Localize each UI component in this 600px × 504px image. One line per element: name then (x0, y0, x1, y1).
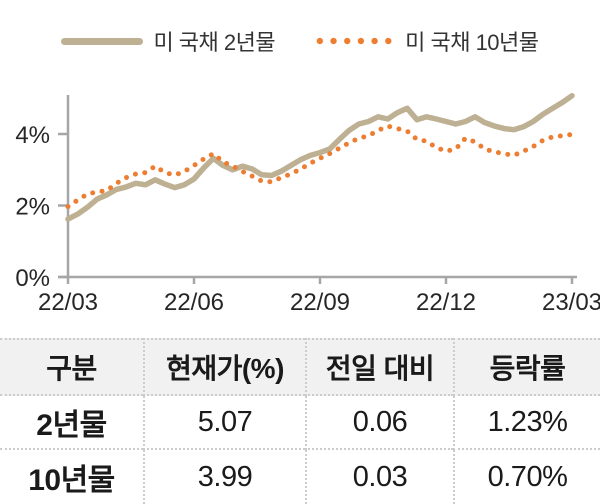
x-tick-label: 22/03 (38, 289, 98, 316)
cell-2y-change-rate: 1.23% (453, 396, 600, 450)
cell-10y-label: 10년물 (28, 464, 115, 497)
x-tick-label: 23/03 (542, 289, 600, 316)
yield-table: 구분 현재가(%) 전일 대비 등락률 2년물 5.07 0.06 1.23% … (0, 338, 600, 504)
table-header-change-rate: 등락률 (453, 338, 600, 396)
cell-2y-day-change: 0.06 (305, 396, 453, 450)
y-tick-label: 0% (15, 265, 50, 292)
yield-line-chart: 0% 2% 4% 22/03 22/06 22/09 22/12 23/03 (15, 92, 600, 316)
legend-item-10y: 미 국채 10년물 (313, 25, 539, 57)
cell-10y-day-change: 0.03 (305, 450, 453, 504)
table-header-day-change: 전일 대비 (305, 338, 453, 396)
table-header-category: 구분 (0, 338, 143, 396)
series-line-2y (65, 92, 575, 222)
cell-10y-current: 3.99 (143, 450, 305, 504)
table-header-current: 현재가(%) (143, 338, 305, 396)
series-dots-10y (65, 123, 575, 210)
legend-dots-swatch-10y-icon (313, 37, 396, 45)
x-tick-label: 22/09 (290, 289, 350, 316)
x-tick-label: 22/06 (164, 289, 224, 316)
legend-line-swatch-2y-icon (61, 37, 144, 45)
x-tick-label: 22/12 (416, 289, 476, 316)
cell-2y-label: 2년물 (0, 396, 143, 450)
legend-item-2y: 미 국채 2년물 (61, 25, 276, 57)
y-tick-label: 4% (15, 122, 50, 149)
chart-legend: 미 국채 2년물 미 국채 10년물 (0, 24, 600, 58)
legend-label-2y: 미 국채 2년물 (153, 30, 276, 55)
y-tick-label: 2% (15, 194, 50, 221)
cell-2y-current: 5.07 (143, 396, 305, 450)
legend-label-10y: 미 국채 10년물 (405, 30, 539, 55)
cell-10y-change-rate: 0.70% (453, 450, 600, 504)
